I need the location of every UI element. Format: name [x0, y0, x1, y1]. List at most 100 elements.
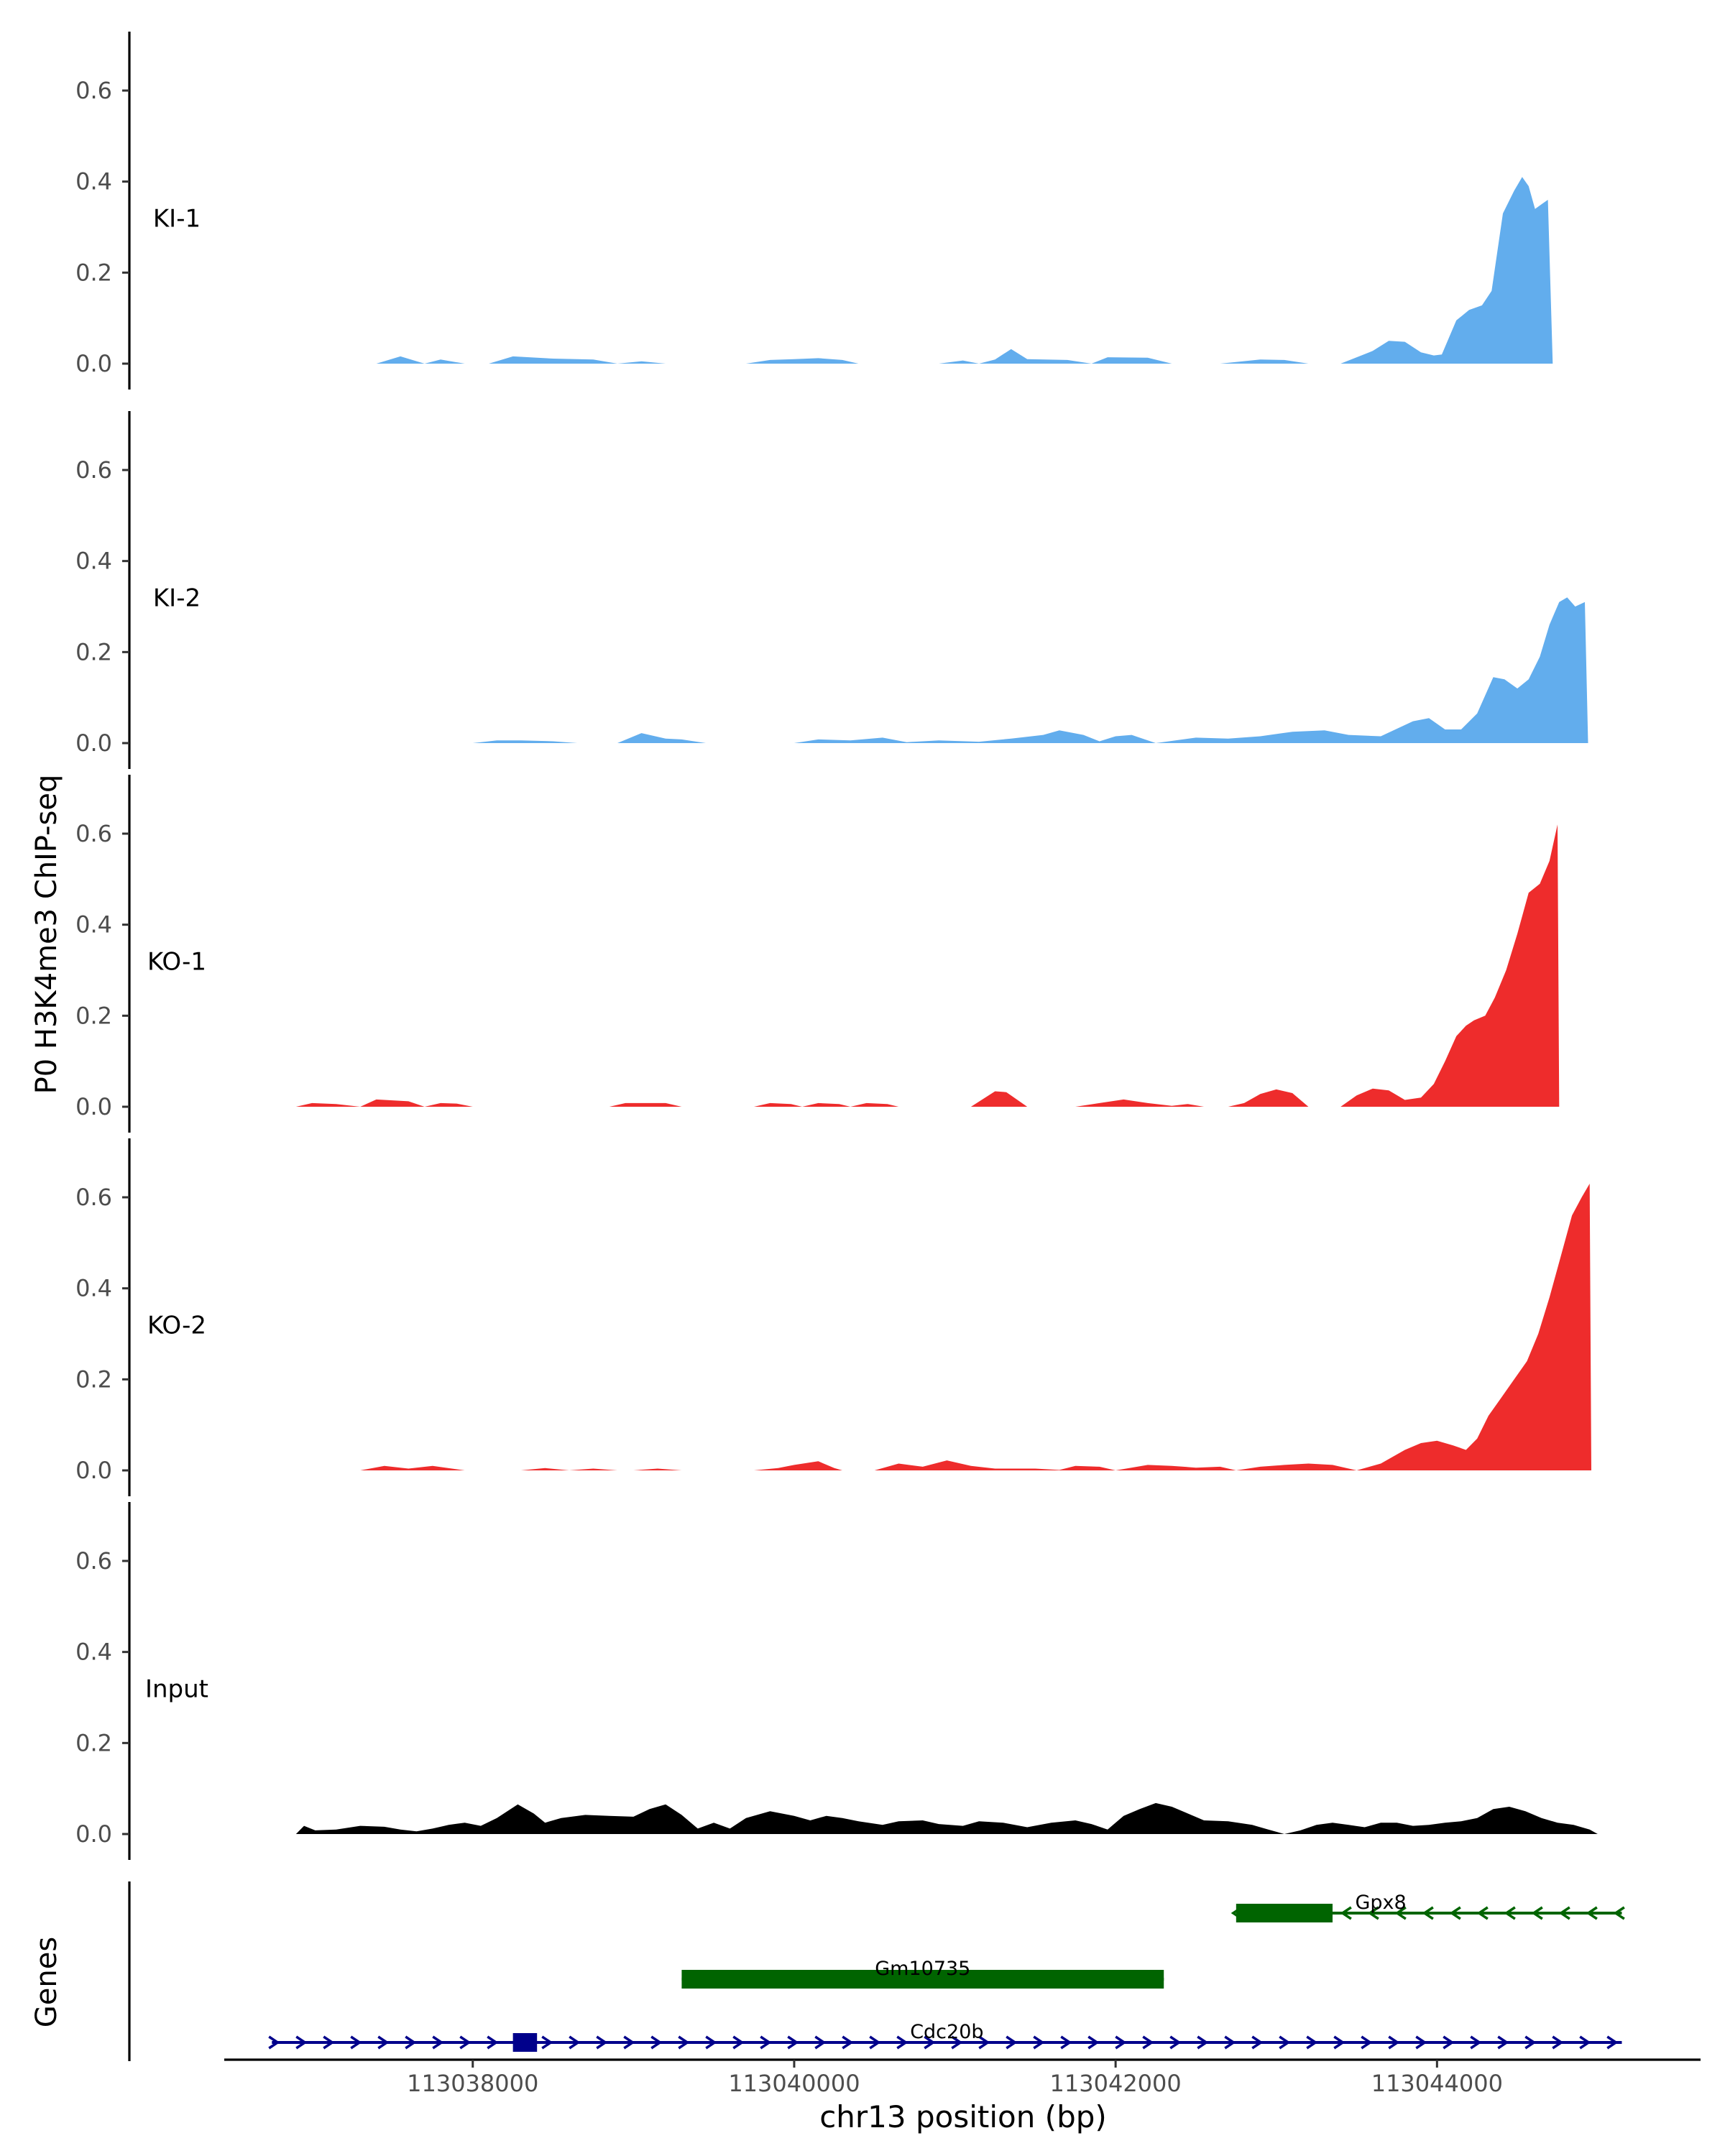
y-tick-label: 0.2 — [75, 1002, 112, 1029]
y-tick-label: 0.4 — [75, 1275, 112, 1302]
strand-arrow — [596, 2035, 608, 2050]
y-tick-label: 0.0 — [75, 1457, 112, 1484]
strand-arrow — [541, 2035, 553, 2050]
strand-arrow — [1524, 2035, 1537, 2050]
strand-arrow — [1497, 2035, 1509, 2050]
strand-arrow — [350, 2035, 362, 2050]
strand-arrow — [1415, 2035, 1427, 2050]
strand-arrow — [1613, 1906, 1625, 1920]
strand-arrow — [814, 2035, 827, 2050]
signal-area-input — [295, 1802, 1598, 1834]
panel-input: 0.0 0.2 0.4 0.6 Input — [75, 1502, 1598, 1860]
strand-arrow — [1367, 1906, 1379, 1920]
strand-arrow — [924, 2035, 936, 2050]
strand-arrow — [1087, 2035, 1100, 2050]
strand-arrow — [1251, 2035, 1264, 2050]
strand-arrow — [323, 2035, 335, 2050]
y-tick-label: 0.2 — [75, 259, 112, 286]
panel-ko-2: 0.0 0.2 0.4 0.6 KO-2 — [75, 1138, 1592, 1496]
gene-exon — [681, 1970, 1164, 1989]
strand-arrow — [1531, 1906, 1543, 1920]
y-tick-label: 0.4 — [75, 168, 112, 195]
strand-arrow — [1333, 2035, 1346, 2050]
panel-ko-1: 0.0 0.2 0.4 0.6 KO-1 — [75, 775, 1560, 1133]
strand-arrow — [1579, 2035, 1591, 2050]
y-tick-label: 0.0 — [75, 1820, 112, 1848]
gene-gm10735: Gm10735 — [681, 1958, 1164, 1989]
strand-arrow — [1470, 2035, 1482, 2050]
strand-arrow — [1169, 2035, 1182, 2050]
strand-arrow — [1306, 2035, 1318, 2050]
panel-ki-2: 0.0 0.2 0.4 0.6 KI-2 — [75, 411, 1588, 769]
strand-arrow — [869, 2035, 881, 2050]
strand-arrow — [377, 2035, 390, 2050]
y-tick-label: 0.6 — [75, 77, 112, 104]
gene-name-cdc20b: Cdc20b — [910, 2021, 983, 2043]
strand-arrow — [1279, 2035, 1291, 2050]
strand-arrow — [295, 2035, 308, 2050]
strand-arrow — [432, 2035, 444, 2050]
gene-gpx8: Gpx8 — [1230, 1892, 1625, 1922]
y-tick-label: 0.6 — [75, 820, 112, 847]
strand-arrow — [1422, 1906, 1434, 1920]
series-label-input: Input — [145, 1674, 208, 1703]
strand-arrow — [1033, 2035, 1045, 2050]
y-tick-label: 0.0 — [75, 729, 112, 757]
x-tick-label: 113044000 — [1371, 2070, 1503, 2097]
signal-panels: 0.00.20.40.6KI-10.00.20.40.6KI-20.00.20.… — [75, 32, 1598, 1860]
strand-arrow — [1606, 2035, 1619, 2050]
y-tick-label: 0.4 — [75, 1639, 112, 1666]
signal-area-ko-1 — [295, 824, 1560, 1107]
y-tick-label: 0.6 — [75, 1184, 112, 1211]
strand-arrow — [1224, 2035, 1236, 2050]
strand-arrow — [623, 2035, 635, 2050]
series-label-ki-1: KI-1 — [153, 204, 201, 233]
series-label-ki-2: KI-2 — [153, 584, 201, 612]
strand-arrow — [1449, 1906, 1461, 1920]
gene-exon — [512, 2033, 538, 2052]
strand-arrow — [705, 2035, 717, 2050]
y-tick-label: 0.4 — [75, 911, 112, 939]
strand-arrow — [760, 2035, 772, 2050]
series-label-ko-2: KO-2 — [147, 1311, 206, 1340]
signal-area-ki-1 — [376, 177, 1553, 364]
strand-arrow — [1586, 1906, 1598, 1920]
y-tick-label: 0.0 — [75, 1093, 112, 1120]
y-tick-label: 0.0 — [75, 350, 112, 377]
strand-arrow — [1006, 2035, 1018, 2050]
y-tick-label: 0.6 — [75, 456, 112, 484]
strand-arrow — [405, 2035, 417, 2050]
strand-arrow — [459, 2035, 472, 2050]
strand-arrow — [787, 2035, 799, 2050]
strand-arrow — [1361, 2035, 1373, 2050]
gene-cdc20b: Cdc20b — [268, 2021, 1622, 2052]
signal-area-ki-2 — [472, 597, 1588, 743]
strand-arrow — [1197, 2035, 1209, 2050]
genes-track-label: Genes — [30, 1937, 63, 2027]
strand-arrow — [951, 2035, 963, 2050]
strand-arrow — [678, 2035, 690, 2050]
x-tick-label: 113042000 — [1050, 2070, 1182, 2097]
strand-arrow — [1552, 2035, 1564, 2050]
y-tick-label: 0.2 — [75, 1729, 112, 1756]
strand-arrow — [1115, 2035, 1127, 2050]
strand-arrow — [650, 2035, 663, 2050]
panel-ki-1: 0.0 0.2 0.4 0.6 KI-1 — [75, 32, 1553, 390]
x-tick-label: 113038000 — [407, 2070, 538, 2097]
strand-arrow — [732, 2035, 745, 2050]
gene-name-gpx8: Gpx8 — [1355, 1892, 1406, 1914]
y-axis-title: P0 H3K4me3 ChIP-seq — [30, 775, 63, 1095]
strand-arrow — [978, 2035, 990, 2050]
strand-arrow — [1340, 1906, 1352, 1920]
strand-arrow — [1142, 2035, 1154, 2050]
strand-arrow — [1060, 2035, 1072, 2050]
strand-arrow — [896, 2035, 908, 2050]
x-axis-title: chr13 position (bp) — [819, 2099, 1107, 2134]
y-tick-label: 0.4 — [75, 548, 112, 575]
strand-arrow — [1394, 1906, 1407, 1920]
y-tick-label: 0.2 — [75, 638, 112, 665]
strand-arrow — [1504, 1906, 1516, 1920]
gene-name-gm10735: Gm10735 — [875, 1958, 970, 1980]
gene-exon — [1236, 1904, 1333, 1922]
gene-track: Gpx8 Gm10735 Cdc20b — [128, 1881, 1625, 2061]
